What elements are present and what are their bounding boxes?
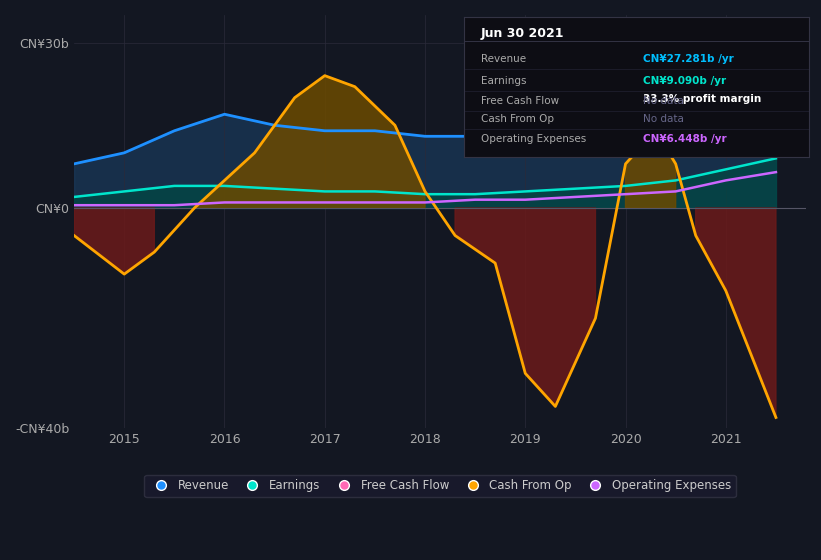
Text: No data: No data	[643, 114, 684, 124]
Text: Revenue: Revenue	[481, 54, 526, 64]
Text: No data: No data	[643, 96, 684, 106]
Text: CN¥6.448b /yr: CN¥6.448b /yr	[643, 134, 727, 143]
Text: 33.3% profit margin: 33.3% profit margin	[643, 95, 761, 104]
Text: Earnings: Earnings	[481, 76, 526, 86]
Text: CN¥27.281b /yr: CN¥27.281b /yr	[643, 54, 734, 64]
Legend: Revenue, Earnings, Free Cash Flow, Cash From Op, Operating Expenses: Revenue, Earnings, Free Cash Flow, Cash …	[144, 474, 736, 497]
Text: Free Cash Flow: Free Cash Flow	[481, 96, 559, 106]
Text: Jun 30 2021: Jun 30 2021	[481, 27, 565, 40]
Text: Cash From Op: Cash From Op	[481, 114, 554, 124]
Text: CN¥9.090b /yr: CN¥9.090b /yr	[643, 76, 727, 86]
Text: Operating Expenses: Operating Expenses	[481, 134, 586, 143]
